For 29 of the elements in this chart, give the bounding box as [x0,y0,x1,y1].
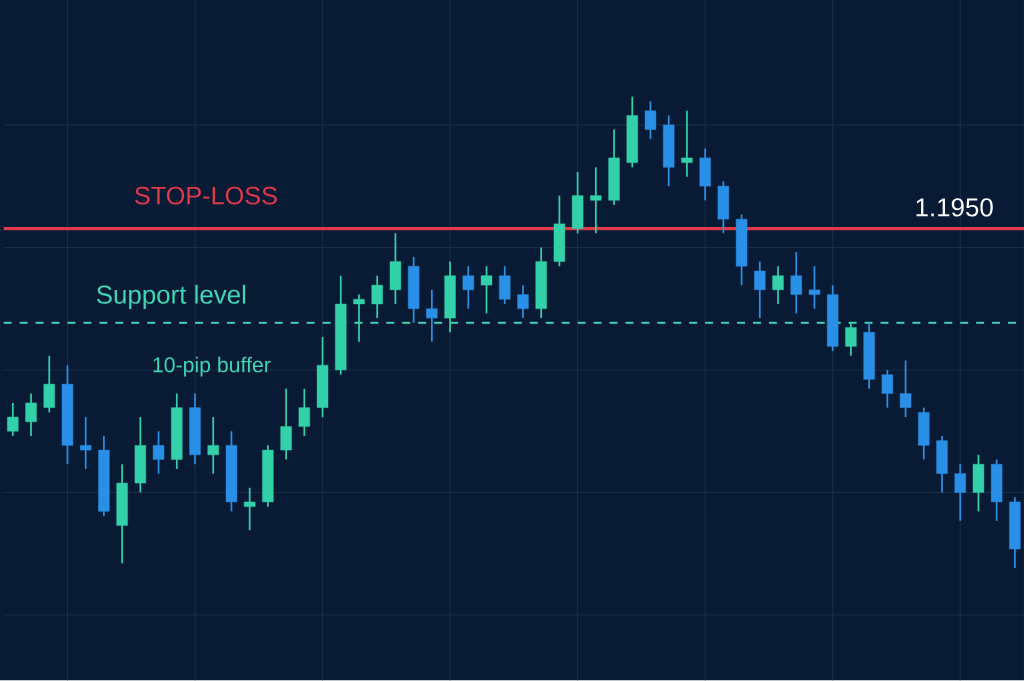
candlestick [590,166,602,235]
candlestick [462,265,474,310]
ref-line-label: STOP-LOSS [135,186,277,205]
candlestick [881,369,894,409]
candlestick [244,487,256,532]
candlestick [426,289,438,343]
ref-line-label: Support level [96,285,246,310]
candlestick [80,416,92,471]
candlestick [280,388,292,461]
candlestick [480,265,493,315]
candlestick [899,359,912,419]
annotation: 1.1950 [916,198,993,217]
candlestick [43,355,55,414]
candlestick [954,463,966,522]
candlestick [7,402,19,438]
candlestick [371,275,383,320]
candlestick [499,265,511,306]
candlestick [808,265,821,310]
candlestick [754,260,766,320]
candlestick [517,284,529,320]
annotation: 10-pip buffer [153,356,271,377]
candlestick [681,110,693,178]
candlestick [152,430,165,475]
candlestick [790,251,802,315]
candlestick [207,416,219,475]
candlestick [298,388,310,438]
candlestick [644,100,657,141]
candlestick [25,392,37,438]
candlestick [772,265,784,306]
